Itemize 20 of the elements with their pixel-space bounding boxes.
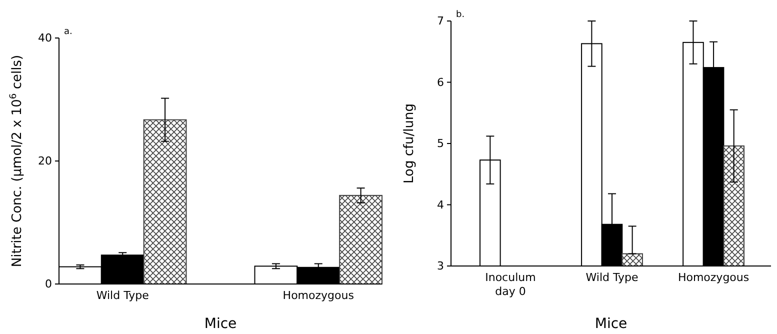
x-axis-title: Mice xyxy=(594,316,628,332)
y-tick-label: 3 xyxy=(437,260,444,273)
y-tick-label: 6 xyxy=(437,76,444,89)
y-tick-label: 5 xyxy=(437,137,444,150)
y-tick-label: 0 xyxy=(45,278,52,291)
x-tick-label: Homozygous xyxy=(282,288,354,302)
bar xyxy=(143,119,187,284)
y-tick-label: 7 xyxy=(437,14,444,28)
y-tick-label: 20 xyxy=(38,154,52,168)
x-tick-label: Wild Type xyxy=(96,288,150,302)
y-axis-title: Log cfu/lung xyxy=(402,103,417,184)
x-axis-title: Mice xyxy=(204,316,237,332)
x-tick-label: Homozygous xyxy=(678,270,750,284)
bar xyxy=(339,194,382,284)
y-tick-label: 4 xyxy=(437,198,444,212)
text: a. xyxy=(64,27,72,37)
x-tick-label: Inoculum day 0 xyxy=(485,270,536,298)
y-tick-label: 40 xyxy=(38,32,52,45)
x-tick-label: Wild Type xyxy=(586,270,638,284)
text: b. xyxy=(456,10,465,20)
